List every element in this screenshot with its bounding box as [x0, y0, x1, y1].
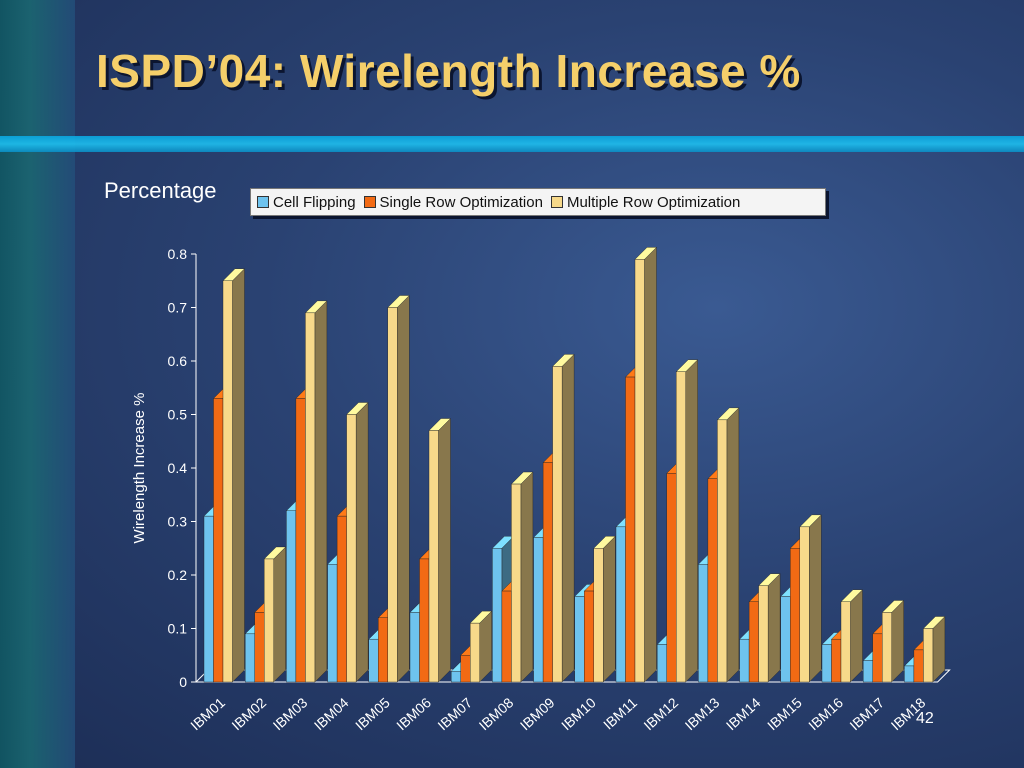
x-tick-label: IBM04 — [311, 694, 352, 733]
bar-ibm02-3 — [263, 546, 287, 683]
bar-ibm15-3 — [799, 514, 822, 683]
x-tick-label: IBM08 — [476, 694, 517, 733]
y-caption: Percentage — [104, 178, 217, 203]
x-tick-label: IBM10 — [558, 694, 599, 733]
legend-swatch-single-row — [363, 196, 376, 208]
x-tick-label: IBM05 — [352, 694, 393, 733]
bar-ibm13-3 — [716, 407, 740, 683]
bar-ibm14-3 — [758, 573, 781, 683]
y-tick-label: 0.8 — [168, 246, 188, 262]
bar-ibm05-3 — [387, 295, 410, 683]
bar-ibm11-3 — [634, 246, 657, 683]
x-tick-label: IBM07 — [434, 694, 475, 733]
x-tick-label: IBM01 — [187, 694, 228, 733]
bar-ibm10-3 — [593, 535, 616, 683]
x-tick-label: IBM02 — [228, 694, 269, 733]
bar-ibm16-3 — [840, 589, 863, 683]
chart-legend: Cell Flipping Single Row Optimization Mu… — [250, 188, 826, 216]
x-tick-label: IBM03 — [270, 694, 311, 733]
legend-swatch-multiple-row — [550, 196, 563, 208]
x-tick-label: IBM14 — [723, 694, 764, 733]
y-tick-label: 0.1 — [168, 621, 188, 637]
y-tick-label: 0.3 — [168, 514, 188, 530]
legend-label-single-row: Single Row Optimization — [379, 193, 543, 211]
bar-ibm01-3 — [222, 268, 245, 683]
y-tick-label: 0.5 — [168, 407, 188, 423]
page-number: 42 — [916, 710, 934, 727]
legend-label-multiple-row: Multiple Row Optimization — [566, 193, 741, 211]
y-tick-label: 0.4 — [168, 460, 188, 476]
slide-title: ISPD’04: Wirelength Increase % — [96, 45, 801, 97]
x-tick-label: IBM09 — [517, 694, 558, 733]
bar-ibm08-3 — [510, 471, 534, 683]
y-tick-label: 0.6 — [168, 353, 188, 369]
bar-ibm17-3 — [881, 599, 905, 683]
y-tick-label: 0.2 — [168, 567, 188, 583]
background-left-band — [0, 0, 75, 768]
x-tick-label: IBM12 — [640, 694, 681, 733]
y-axis-title: Wirelength Increase % — [131, 393, 148, 544]
legend-item-single-row: Single Row Optimization — [363, 193, 543, 211]
x-tick-label: IBM11 — [600, 694, 640, 732]
bar-ibm06-3 — [428, 418, 451, 683]
legend-item-multiple-row: Multiple Row Optimization — [550, 193, 741, 211]
bar-ibm03-3 — [304, 300, 328, 683]
x-tick-label: IBM13 — [682, 694, 723, 733]
x-tick-label: IBM06 — [393, 694, 434, 733]
bar-ibm09-3 — [552, 353, 575, 683]
bar-ibm07-3 — [469, 610, 493, 683]
legend-item-cell-flipping: Cell Flipping — [257, 194, 356, 211]
bar-ibm12-3 — [675, 359, 699, 683]
legend-label-cell-flipping: Cell Flipping — [273, 193, 356, 211]
x-tick-label: IBM17 — [846, 694, 887, 733]
y-tick-label: 0.7 — [168, 300, 188, 316]
bar-ibm18-3 — [922, 616, 946, 683]
y-tick-label: 0 — [179, 674, 187, 690]
bar-ibm04-3 — [346, 402, 369, 683]
accent-bar — [0, 136, 1024, 152]
x-tick-label: IBM15 — [764, 694, 805, 733]
x-tick-label: IBM16 — [805, 694, 846, 733]
legend-swatch-cell-flipping — [257, 196, 269, 208]
